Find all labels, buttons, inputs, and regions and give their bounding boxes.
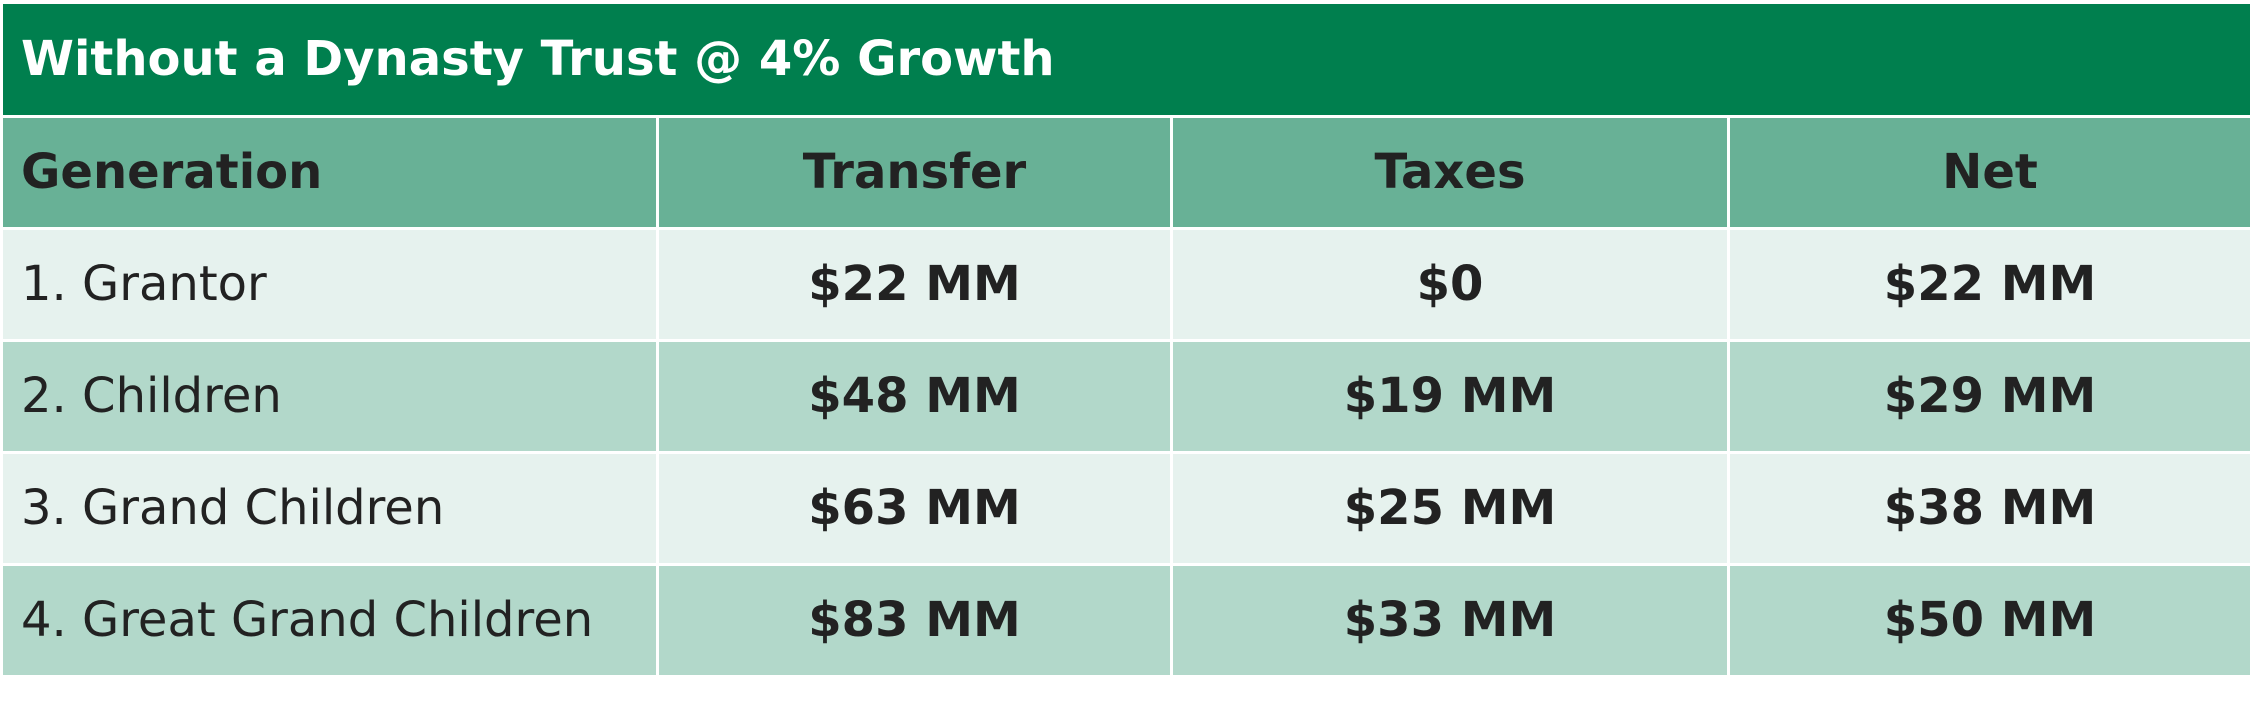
table-cell: $33 MM: [1170, 562, 1730, 678]
header-row: Generation Transfer Taxes Net: [0, 114, 2250, 230]
table-title: Without a Dynasty Trust @ 4% Growth: [0, 4, 2250, 118]
table-row: 1. Grantor $22 MM $0 $22 MM: [0, 226, 2250, 342]
table-cell: $22 MM: [1726, 226, 2250, 342]
table-cell: $38 MM: [1726, 450, 2250, 566]
column-header: Generation: [0, 114, 659, 230]
table-cell: $0: [1170, 226, 1730, 342]
table-cell: $83 MM: [656, 562, 1173, 678]
table-cell: $63 MM: [656, 450, 1173, 566]
row-label: 1. Grantor: [0, 226, 659, 342]
table-cell: $19 MM: [1170, 338, 1730, 454]
column-header: Taxes: [1170, 114, 1730, 230]
table-cell: $29 MM: [1726, 338, 2250, 454]
table-row: 4. Great Grand Children $83 MM $33 MM $50 M…: [0, 562, 2250, 678]
table-row: 2. Children $48 MM $19 MM $29 MM: [0, 338, 2250, 454]
table-cell: $50 MM: [1726, 562, 2250, 678]
table-cell: $25 MM: [1170, 450, 1730, 566]
table-cell: $22 MM: [656, 226, 1173, 342]
column-header: Net: [1726, 114, 2250, 230]
row-label: 2. Children: [0, 338, 659, 454]
column-header: Transfer: [656, 114, 1173, 230]
title-row: Without a Dynasty Trust @ 4% Growth: [0, 4, 2250, 118]
table-row: 3. Grand Children $63 MM $25 MM $38 MM: [0, 450, 2250, 566]
table-cell: $48 MM: [656, 338, 1173, 454]
row-label: 4. Great Grand Children: [0, 562, 659, 678]
row-label: 3. Grand Children: [0, 450, 659, 566]
table-body: 1. Grantor $22 MM $0 $22 MM 2. Children $48 M…: [0, 226, 2250, 678]
table: Without a Dynasty Trust @ 4% Growth Gene…: [0, 4, 2250, 678]
